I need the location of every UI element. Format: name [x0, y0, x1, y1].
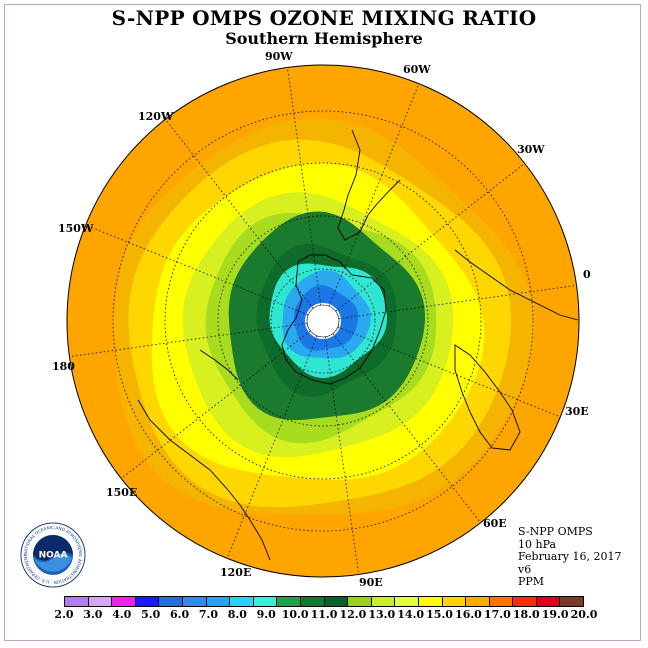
colorbar-swatch	[135, 597, 160, 606]
colorbar-tick-label: 20.0	[570, 608, 598, 621]
coastline	[337, 129, 401, 241]
colorbar-tick-label: 18.0	[512, 608, 540, 621]
page-title: S-NPP OMPS OZONE MIXING RATIO	[111, 6, 537, 30]
colorbar-tick-label: 7.0	[198, 608, 219, 621]
lon-label-90e: 90E	[359, 576, 383, 589]
colorbar-tick-label: 11.0	[310, 608, 338, 621]
info-block: S-NPP OMPS 10 hPa February 16, 2017 v6 P…	[518, 525, 622, 589]
latitude-circle	[164, 162, 482, 480]
meridian-line	[322, 320, 561, 418]
meridian-line	[286, 67, 324, 322]
colorbar-tick-label: 9.0	[256, 608, 276, 621]
colorbar-tick-label: 6.0	[169, 608, 190, 621]
colorbar-tick-label: 14.0	[397, 608, 425, 621]
pole-mask	[306, 304, 340, 338]
info-pressure: 10 hPa	[518, 537, 557, 551]
colorbar-swatch	[88, 597, 113, 606]
colorbar-tick-label: 17.0	[483, 608, 511, 621]
lon-label-60e: 60E	[483, 517, 507, 530]
colorbar-swatch	[253, 597, 278, 606]
colorbar-swatch	[395, 597, 419, 606]
latitude-circle	[112, 110, 534, 532]
meridian-line	[121, 320, 324, 479]
colorbar-tick-label: 15.0	[426, 608, 453, 621]
lon-label-150e: 150E	[106, 486, 138, 499]
colorbar-tick-label: 16.0	[455, 608, 482, 621]
lon-label-120e: 120E	[220, 566, 252, 579]
map-border	[66, 64, 580, 578]
page-subtitle: Southern Hemisphere	[225, 29, 423, 48]
colorbar-swatch	[418, 597, 443, 606]
meridian-line	[322, 163, 525, 322]
meridian-line	[69, 320, 324, 358]
coastline	[137, 399, 271, 561]
colorbar-swatch	[466, 597, 490, 606]
colorbar-tick-label: 4.0	[112, 608, 132, 621]
noaa-logo: NATIONAL OCEANIC AND ATMOSPHERIC ADMINIS…	[20, 522, 86, 588]
lon-label-60w: 60W	[403, 63, 431, 76]
colorbar-tick-label: 3.0	[83, 608, 103, 621]
colorbar-swatch	[442, 597, 467, 606]
figure-frame	[4, 4, 641, 641]
lon-label-150w: 150W	[58, 222, 94, 235]
colorbar-swatch	[324, 597, 349, 606]
colorbar-swatch	[560, 597, 584, 606]
colorbar-swatch	[513, 597, 537, 606]
latitude-circle	[217, 215, 429, 427]
meridian-line	[85, 224, 324, 322]
colorbar-tick-label: 13.0	[368, 608, 396, 621]
colorbar-swatch	[300, 597, 325, 606]
meridian-line	[226, 320, 324, 559]
info-instrument: S-NPP OMPS	[518, 525, 593, 538]
colorbar-swatch	[230, 597, 254, 606]
colorbar-tick-label: 5.0	[141, 608, 161, 621]
coastline	[281, 254, 387, 385]
lon-label-90w: 90W	[265, 50, 293, 63]
lon-label-0: 0	[583, 268, 591, 281]
colorbar	[64, 596, 584, 607]
colorbar-swatch	[182, 597, 207, 606]
colorbar-swatch	[371, 597, 396, 606]
coastline	[454, 344, 521, 451]
lon-label-30e: 30E	[565, 405, 589, 418]
meridian-line	[322, 320, 481, 523]
lon-label-30w: 30W	[517, 143, 545, 156]
colorbar-tick-label: 19.0	[541, 608, 569, 621]
colorbar-tick-label: 12.0	[339, 608, 367, 621]
meridian-line	[322, 320, 360, 575]
meridian-line	[322, 284, 577, 322]
info-version: v6	[518, 562, 532, 576]
meridian-line	[322, 83, 420, 322]
colorbar-swatch	[489, 597, 514, 606]
latitude-circle	[270, 268, 376, 374]
info-units: PPM	[518, 575, 545, 588]
lon-label-180: 180	[52, 360, 75, 373]
colorbar-swatch	[112, 597, 136, 606]
noaa-logo-text: NOAA	[39, 551, 68, 561]
colorbar-tick-label: 8.0	[227, 608, 247, 621]
colorbar-swatch	[159, 597, 183, 606]
colorbar-swatch	[206, 597, 231, 606]
colorbar-tick-label: 10.0	[281, 608, 309, 621]
lon-label-120w: 120W	[138, 110, 174, 123]
colorbar-swatch	[277, 597, 301, 606]
info-date: February 16, 2017	[518, 550, 622, 563]
colorbar-swatch	[536, 597, 561, 606]
colorbar-tick-label: 2.0	[54, 608, 74, 621]
colorbar-swatch	[65, 597, 89, 606]
meridian-line	[165, 119, 324, 322]
colorbar-swatch	[348, 597, 372, 606]
